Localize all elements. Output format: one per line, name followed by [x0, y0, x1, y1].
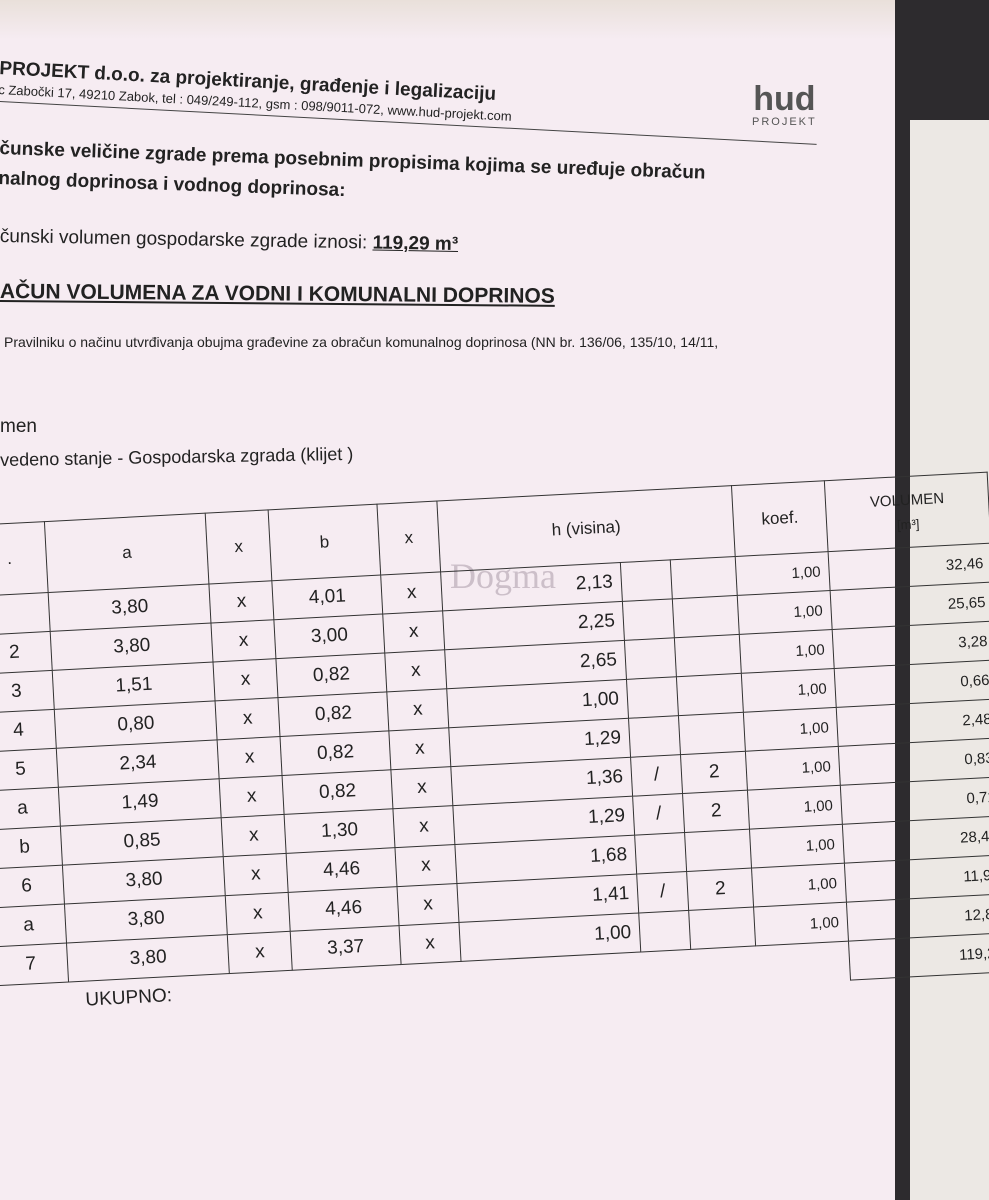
- table-cell: [634, 832, 687, 875]
- table-cell: 7: [0, 943, 69, 986]
- table-cell: 0,82: [282, 769, 393, 815]
- header-cell: a: [44, 513, 210, 593]
- table-cell: 1,00: [749, 824, 845, 869]
- table-cell: 4,46: [286, 847, 398, 893]
- header-cell: VOLUMEN [m³]: [824, 472, 989, 552]
- table-cell: [638, 910, 692, 952]
- table-cell: [670, 556, 738, 599]
- table-cell: a: [0, 787, 61, 831]
- table-cell: x: [386, 688, 449, 731]
- column-unit: [m³]: [896, 516, 920, 533]
- table-cell: x: [382, 610, 445, 653]
- table-cell: [672, 595, 740, 638]
- table-cell: [624, 637, 677, 680]
- table-cell: 4,46: [288, 886, 400, 932]
- table-cell: [684, 829, 752, 872]
- table-cell: x: [217, 736, 283, 779]
- table-cell: /: [632, 793, 685, 836]
- table-cell: x: [384, 649, 447, 692]
- table-cell: [0, 592, 51, 636]
- paper-edge: [0, 0, 989, 40]
- table-cell: x: [223, 853, 289, 896]
- table-cell: 1,00: [735, 551, 831, 596]
- header-cell: x: [376, 501, 441, 576]
- table-cell: /: [630, 754, 683, 797]
- table-cell: 3: [0, 670, 55, 714]
- table-cell: x: [392, 805, 455, 848]
- table-cell: 4: [0, 709, 57, 753]
- table-cell: x: [209, 580, 275, 624]
- table-cell: /: [636, 871, 689, 914]
- table-cell: [622, 598, 675, 641]
- regulation: Pravilniku o načinu utvrđivanja obujma g…: [4, 334, 719, 350]
- table-cell: x: [225, 892, 291, 935]
- table-cell: a: [0, 904, 67, 947]
- table-cell: x: [390, 766, 453, 809]
- table-cell: x: [399, 922, 462, 965]
- table-cell: [626, 676, 679, 719]
- table-cell: x: [227, 931, 293, 974]
- table-cell: x: [219, 775, 285, 818]
- column-title: VOLUMEN: [869, 489, 945, 511]
- logo-sub: PROJEKT: [752, 116, 817, 128]
- table-cell: x: [397, 883, 460, 926]
- total-value: 119,29: [848, 932, 989, 981]
- table-cell: 1,00: [743, 707, 839, 752]
- header-cell: b: [268, 504, 381, 581]
- table-cell: x: [380, 571, 443, 615]
- table-cell: 3,37: [290, 925, 402, 971]
- logo: hud PROJEKT: [752, 82, 817, 128]
- volume-value: 119,29 m³: [372, 232, 459, 255]
- header-cell: x: [205, 509, 272, 585]
- letterhead: PROJEKT d.o.o. za projektiranje, građenj…: [0, 58, 839, 146]
- table-cell: [674, 634, 742, 677]
- table-cell: 1,00: [745, 746, 841, 791]
- table-cell: 1,00: [747, 785, 843, 830]
- section-title: AČUN VOLUMENA ZA VODNI I KOMUNALNI DOPRI…: [0, 280, 555, 308]
- table-cell: x: [211, 619, 277, 662]
- table-cell: 4,01: [271, 575, 383, 620]
- table-cell: 2: [680, 751, 748, 794]
- table-cell: 1,00: [737, 590, 833, 635]
- table-cell: 3,00: [274, 614, 385, 659]
- logo-main: hud: [753, 80, 816, 118]
- table-cell: [678, 712, 746, 755]
- table-cell: x: [215, 697, 281, 740]
- table-cell: 6: [0, 865, 65, 908]
- table-cell: 0,82: [280, 730, 391, 776]
- table-cell: x: [221, 814, 287, 857]
- volume-statement: čunski volumen gospodarske zgrade iznosi…: [0, 226, 458, 256]
- table-cell: 5: [0, 748, 59, 792]
- table-cell: [628, 715, 681, 758]
- volume-label: čunski volumen gospodarske zgrade iznosi…: [0, 226, 368, 254]
- table-cell: 0,82: [276, 652, 387, 698]
- table-cell: 2: [686, 868, 754, 911]
- table-cell: 2: [0, 631, 53, 675]
- table-cell: 1,00: [739, 629, 835, 674]
- table-cell: [676, 673, 744, 716]
- watermark: Dogma: [450, 556, 556, 596]
- table-cell: x: [395, 844, 458, 887]
- table-cell: [620, 559, 673, 602]
- subheading: men: [0, 416, 37, 437]
- table-cell: x: [213, 658, 279, 701]
- table-cell: 1,00: [741, 668, 837, 713]
- table-cell: [688, 907, 756, 950]
- table-cell: 2: [682, 790, 750, 833]
- table-cell: 0,82: [278, 691, 389, 737]
- header-cell: .: [0, 521, 49, 597]
- paper-behind: [910, 120, 989, 1200]
- table-cell: 1,30: [284, 808, 396, 854]
- subtitle: vedeno stanje - Gospodarska zgrada (klij…: [0, 443, 354, 470]
- table-cell: 1,00: [753, 902, 849, 946]
- table-cell: x: [388, 727, 451, 770]
- table-cell: 1,00: [751, 863, 847, 908]
- header-cell: koef.: [731, 480, 829, 557]
- table-cell: b: [0, 826, 63, 870]
- heading: čunske veličine zgrade prema posebnim pr…: [0, 134, 706, 219]
